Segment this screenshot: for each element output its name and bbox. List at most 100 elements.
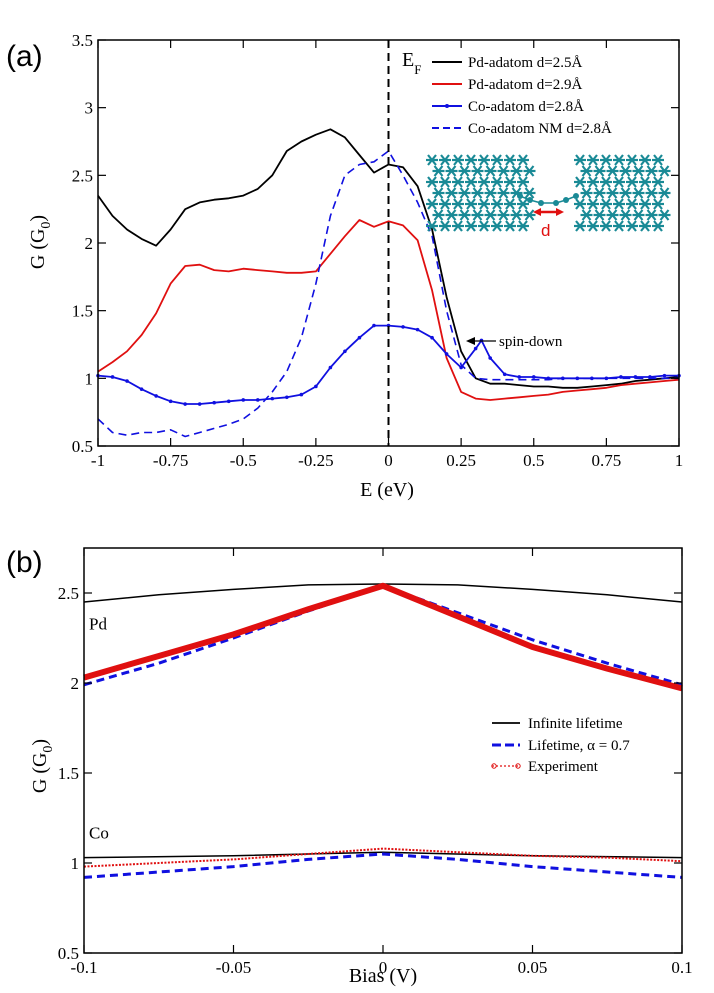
series-point-co-adatom-d-2-8	[415, 327, 420, 332]
inset-right-electrode-bond	[594, 209, 605, 221]
inset-right-electrode-bond	[575, 154, 585, 166]
inset-right-electrode-bond	[588, 176, 598, 188]
inset-left-electrode-bond	[479, 154, 489, 166]
inset-left-electrode-bond	[453, 198, 463, 210]
inset-right-electrode-bond	[588, 220, 598, 232]
panel-b-xtick-label: 0	[379, 958, 388, 977]
panel-b-label: (b)	[6, 546, 43, 579]
panel-a-xtick-label: -1	[91, 451, 105, 470]
panel-b-ylabel: G (G0)	[29, 739, 56, 793]
inset-right-electrode-bond	[594, 165, 605, 177]
inset-right-electrode-bond	[620, 165, 631, 177]
inset-right-electrode-bond	[646, 209, 657, 221]
panel-b-ytick-label: 1	[71, 854, 80, 873]
inset-left-electrode-bond	[472, 187, 483, 199]
inset-left-electrode-bond	[427, 198, 437, 210]
panel-a-xtick-label: 0.75	[592, 451, 622, 470]
panel-b: (b) -0.1 -0.05 0 0.05 0.1 0.5 1 1.5 2 2.5 Pd Co B…	[6, 546, 693, 987]
panel-b-xticks: -0.1 -0.05 0 0.05 0.1	[71, 548, 693, 977]
inset-right-electrode-bond	[601, 220, 611, 232]
inset-distance-label: d	[541, 221, 550, 240]
inset-right-electrode-bond	[640, 154, 650, 166]
inset-right-electrode-bond	[646, 165, 657, 177]
inset-left-electrode-bond	[518, 220, 528, 232]
series-line-co-adatom-d-2-8	[97, 324, 679, 405]
inset-right-electrode-bond	[640, 198, 650, 210]
inset-right-electrode-bond	[594, 187, 605, 199]
panel-a-ytick-label: 1.5	[72, 302, 93, 321]
series-point-co-adatom-d-2-8	[343, 349, 347, 354]
inset-left-electrode-bond	[440, 154, 450, 166]
panel-a: (a) -1 -0.75 -0.5 -0.25 0 0.25 0.5 0.75 1 0.5 1 1.…	[6, 31, 683, 501]
series-point-co-adatom-d-2-8	[255, 398, 260, 402]
panel-b-yticks: 0.5 1 1.5 2 2.5	[58, 584, 682, 963]
inset-left-electrode-bond	[498, 209, 509, 221]
legend-b-marker-experiment-1	[491, 763, 497, 769]
inset-right-electrode-bond	[575, 176, 585, 188]
inset-right-electrode-bond	[588, 154, 598, 166]
inset-right-electrode-bond	[601, 176, 611, 188]
panel-a-ytick-label: 3	[85, 99, 94, 118]
inset-left-electrode-bond	[433, 209, 444, 221]
series-line-infinite-lifetime-co	[83, 851, 683, 859]
panel-a-xticks: -1 -0.75 -0.5 -0.25 0 0.25 0.5 0.75 1	[91, 40, 683, 470]
series-point-co-adatom-d-2-8	[125, 379, 129, 383]
panel-a-ylabel: G (G0)	[27, 215, 54, 269]
inset-right-electrode-bond	[588, 198, 598, 210]
inset-right-electrode-bond	[659, 209, 670, 221]
legend-a-co: Co-adatom d=2.8Å	[468, 99, 584, 115]
series-line-pd-adatom-d-2-9	[97, 219, 680, 401]
inset-left-electrode-bond	[446, 165, 457, 177]
panel-a-ytick-label: 3.5	[72, 31, 93, 50]
inset-left-electrode-bond	[440, 220, 450, 232]
inset-left-electrode-bond	[466, 154, 476, 166]
series-point-co-adatom-d-2-8	[197, 402, 202, 406]
inset-right-electrode-bond	[607, 209, 618, 221]
inset-left-electrode-bond	[440, 176, 450, 188]
inset-right-electrode-bond	[581, 165, 592, 177]
legend-a-conm: Co-adatom NM d=2.8Å	[468, 121, 612, 137]
legend-b-experiment: Experiment	[528, 759, 599, 775]
series-point-co-adatom-d-2-8	[488, 356, 492, 360]
panel-a-ytick-label: 2.5	[72, 166, 93, 185]
inset-arrowhead-right	[556, 208, 564, 216]
inset-left-electrode-bond	[466, 198, 476, 210]
inset-left-electrode-bond	[440, 198, 450, 210]
panel-a-yticks: 0.5 1 1.5 2 2.5 3 3.5	[72, 31, 679, 456]
legend-a-pd29: Pd-adatom d=2.9Å	[468, 77, 582, 93]
inset-left-electrode-bond	[518, 176, 528, 188]
inset-left-electrode-bond	[459, 165, 470, 177]
inset-left-electrode-bond	[524, 209, 535, 221]
inset-right-electrode-bond	[581, 209, 592, 221]
series-point-co-adatom-d-2-8	[531, 375, 536, 379]
series-point-co-adatom-d-2-8	[226, 399, 231, 404]
series-point-co-adatom-d-2-8	[154, 394, 158, 398]
panel-a-legend: Pd-adatom d=2.5Å Pd-adatom d=2.9Å Co-ada…	[432, 55, 612, 137]
panel-a-xtick-label: 0.5	[523, 451, 544, 470]
inset-left-electrode-bond	[511, 165, 522, 177]
series-point-co-adatom-d-2-8	[183, 402, 187, 406]
inset-right-electrode-bond	[653, 154, 663, 166]
panel-b-xtick-label: -0.1	[71, 958, 98, 977]
inset-right-electrode-bond	[659, 165, 670, 177]
inset-left-electrode-bond	[459, 187, 470, 199]
panel-b-ytick-label: 2	[71, 674, 80, 693]
inset-left-electrode-bond	[427, 154, 437, 166]
series-point-co-adatom-d-2-8	[372, 323, 376, 328]
series-point-co-adatom-d-2-8	[357, 335, 362, 340]
inset-left-electrode-bond	[511, 209, 522, 221]
inset-left-electrode-bond	[427, 220, 437, 232]
panel-a-xlabel: E (eV)	[360, 479, 414, 501]
inset-left-electrode-bond	[505, 198, 515, 210]
inset-left-electrode-bond	[472, 209, 483, 221]
panel-b-xlabel: Bias (V)	[349, 965, 417, 987]
series-point-co-adatom-d-2-8	[139, 387, 144, 391]
inset-right-electrode-bond	[653, 198, 663, 210]
inset-arrowhead-left	[533, 208, 541, 216]
inset-chain	[519, 195, 577, 204]
inset-left-electrode-bond	[485, 165, 496, 177]
series-point-co-adatom-d-2-8	[444, 352, 449, 356]
inset-left-electrode-bond	[479, 198, 489, 210]
inset-right-electrode-bond	[659, 187, 670, 199]
inset-right-electrode-bond	[614, 220, 624, 232]
